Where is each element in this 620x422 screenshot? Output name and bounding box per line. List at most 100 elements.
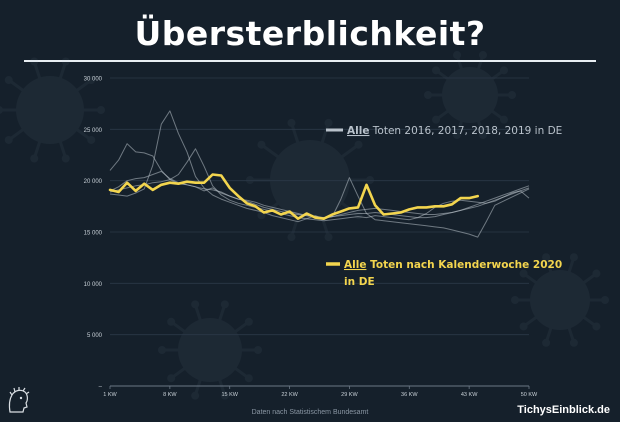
virus-spike: [455, 94, 472, 136]
virus-spike: [193, 303, 212, 351]
virus-spike-tip: [220, 300, 229, 309]
chart-legend: Alle Toten 2016, 2017, 2018, 2019 in DEA…: [326, 125, 562, 288]
legend-label-2020: Alle Toten nach Kalenderwoche 2020: [344, 259, 562, 271]
virus-spike: [48, 109, 68, 159]
virus-spike-tip: [158, 346, 166, 354]
virus-body: [270, 140, 350, 220]
virus-spike: [469, 69, 505, 97]
virus-spike-tip: [508, 91, 516, 99]
virus-spike: [559, 298, 598, 328]
virus-spike-tip: [453, 51, 462, 60]
virus-spike-tip: [478, 51, 487, 60]
virus-spike: [468, 54, 485, 96]
brand-label: TichysEinblick.de: [517, 404, 610, 416]
virus-spike-tip: [324, 118, 333, 127]
series-line-2020: [108, 173, 480, 220]
virus-body: [16, 76, 84, 144]
virus-spike-tip: [499, 66, 508, 75]
virus-spike: [7, 108, 51, 142]
virus-spike-tip: [542, 338, 551, 347]
y-tick-label: 5 000: [87, 333, 103, 339]
chart-axes: – 5 000 10 000 15 000 20 000 25 000 30 000 1 KW…: [84, 77, 538, 399]
virus-spike: [49, 108, 93, 142]
virus-spike: [260, 178, 311, 217]
virus-spike: [170, 348, 211, 380]
virus-spike-tip: [324, 233, 333, 242]
virus-spike: [455, 54, 472, 96]
virus-spike-tip: [592, 322, 601, 331]
legend-label-text: Toten 2016, 2017, 2018, 2019 in DE: [369, 125, 562, 137]
virus-spike-tip: [592, 269, 601, 278]
x-tick-label: 1 KW: [103, 392, 117, 398]
virus-spike: [435, 69, 471, 97]
virus-spike-tip: [287, 233, 296, 242]
virus-spike-tip: [61, 57, 70, 66]
virus-spike-tip: [366, 176, 374, 184]
legend-label-history: Alle Toten 2016, 2017, 2018, 2019 in DE: [347, 125, 562, 137]
virus-spike-tip: [499, 115, 508, 124]
virus-spike: [435, 93, 471, 121]
virus-spike-tip: [167, 317, 176, 326]
y-tick-label: –: [99, 385, 103, 391]
virus-spike-tip: [424, 91, 432, 99]
virus-spike: [208, 303, 227, 351]
background-virus-decoration: [0, 51, 609, 400]
virus-spike: [290, 122, 312, 181]
virus-spike: [309, 143, 360, 182]
x-tick-label: 22 KW: [281, 392, 298, 398]
virus-spike: [558, 256, 576, 301]
virus-spike-tip: [191, 391, 200, 400]
virus-shape: [511, 253, 609, 347]
virus-spike-tip: [257, 140, 266, 149]
virus-spike: [544, 256, 562, 301]
virus-body: [178, 318, 242, 382]
virus-spike-tip: [354, 140, 363, 149]
virus-spike: [522, 298, 561, 328]
y-tick-label: 25 000: [84, 128, 103, 134]
virus-spike-tip: [30, 154, 39, 163]
virus-spike-tip: [30, 57, 39, 66]
virus-spike-tip: [97, 106, 105, 114]
virus-spike-tip: [220, 391, 229, 400]
source-note: Daten nach Statistischem Bundesamt: [251, 409, 369, 416]
legend-label-emphasis: Alle: [347, 125, 369, 137]
virus-spike: [468, 94, 485, 136]
virus-spike-tip: [244, 317, 253, 326]
virus-spike-tip: [542, 253, 551, 262]
x-tick-label: 50 KW: [521, 392, 538, 398]
title-divider: [24, 60, 596, 62]
virus-spike-tip: [246, 176, 254, 184]
virus-spike: [193, 349, 212, 397]
virus-spike: [32, 61, 52, 111]
virus-spike-tip: [432, 115, 441, 124]
virus-spike-tip: [569, 253, 578, 262]
x-tick-label: 8 KW: [163, 392, 177, 398]
virus-spike-tip: [519, 269, 528, 278]
chart-series: [108, 110, 530, 238]
virus-spike-tip: [61, 154, 70, 163]
virus-spike-tip: [453, 130, 462, 139]
virus-spike: [290, 179, 312, 238]
virus-shape: [158, 300, 262, 400]
virus-spike-tip: [601, 296, 609, 304]
virus-spike-tip: [4, 135, 13, 144]
virus-spike-tip: [87, 135, 96, 144]
virus-spike: [308, 179, 330, 238]
virus-body: [442, 67, 498, 123]
virus-spike-tip: [432, 66, 441, 75]
virus-spike-tip: [354, 211, 363, 220]
virus-spike: [32, 109, 52, 159]
virus-spike: [208, 349, 227, 397]
virus-spike-tip: [0, 106, 3, 114]
virus-shape: [424, 51, 516, 139]
virus-spike: [469, 93, 505, 121]
virus-spike: [308, 122, 330, 181]
legend-label-emphasis: Alle: [344, 259, 366, 271]
virus-spike: [209, 320, 250, 352]
y-tick-label: 15 000: [84, 231, 103, 237]
x-tick-label: 43 KW: [461, 392, 478, 398]
virus-spike-tip: [244, 374, 253, 383]
virus-spike-tip: [511, 296, 519, 304]
virus-spike: [559, 272, 598, 302]
